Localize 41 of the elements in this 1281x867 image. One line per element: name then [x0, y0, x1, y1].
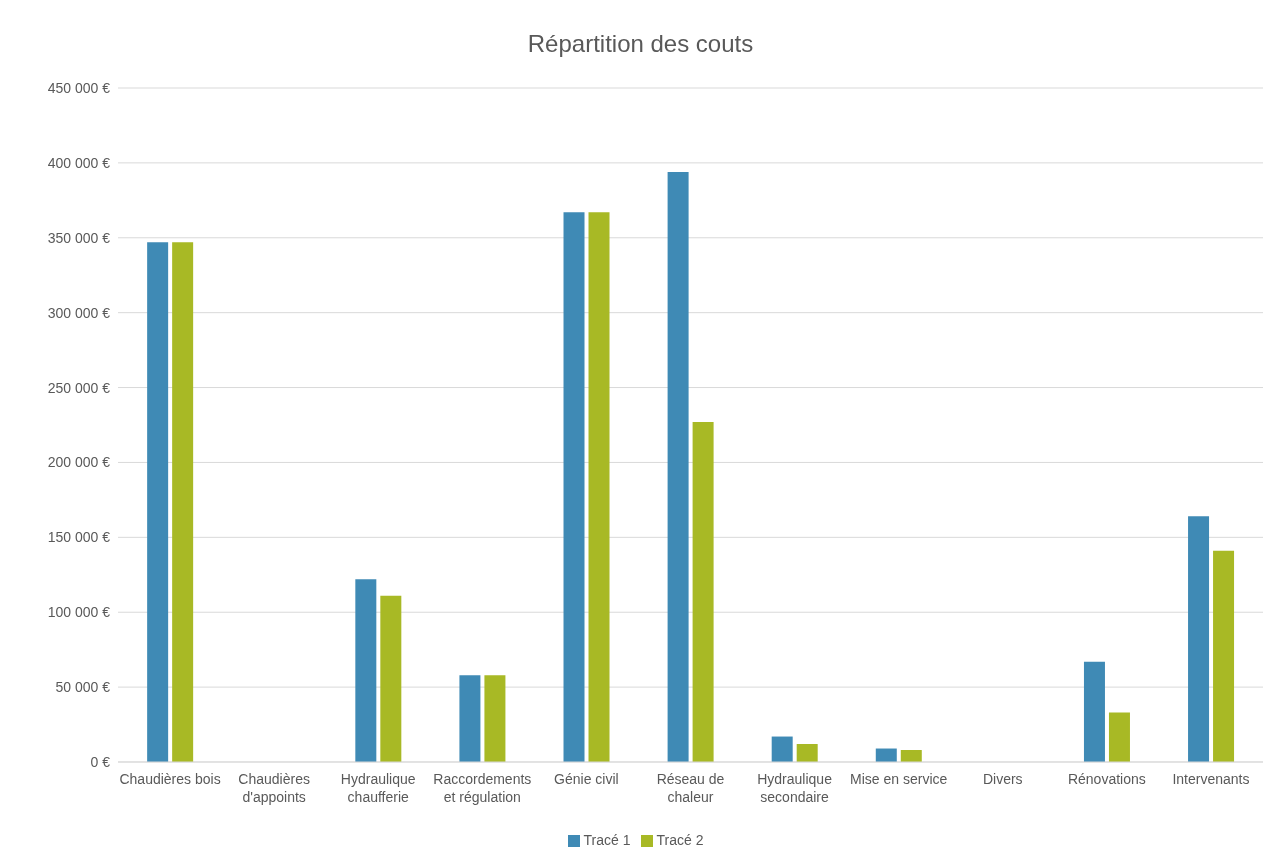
- x-tick-label: Hydraulique secondaire: [757, 771, 833, 805]
- y-tick-label: 250 000 €: [47, 379, 111, 396]
- bar: [459, 675, 481, 762]
- bar: [563, 212, 585, 762]
- bar: [1213, 550, 1235, 762]
- bar: [484, 675, 506, 762]
- x-tick-label: Génie civil: [554, 771, 619, 787]
- x-tick-label: Intervenants: [1172, 771, 1250, 787]
- y-tick-label: 200 000 €: [47, 454, 111, 471]
- x-tick-label: Chaudières bois: [119, 771, 221, 787]
- x-tick-label: Divers: [982, 771, 1023, 787]
- x-tick-label: Rénovations: [1067, 771, 1146, 787]
- y-tick-label: 50 000 €: [55, 679, 111, 696]
- bar: [147, 242, 169, 762]
- bar: [588, 212, 610, 762]
- x-tick-label: Chaudières d'appoints: [238, 771, 310, 805]
- bar: [355, 579, 377, 762]
- bar: [172, 242, 194, 762]
- x-tick-label: Mise en service: [850, 771, 948, 787]
- bar: [1108, 712, 1130, 762]
- y-tick-label: 150 000 €: [47, 529, 111, 546]
- legend-label: Tracé 1: [583, 832, 631, 848]
- y-tick-label: 400 000 €: [47, 154, 111, 171]
- legend-label: Tracé 2: [656, 832, 704, 848]
- bar: [1083, 661, 1105, 762]
- bar: [900, 750, 922, 762]
- x-tick-label: Raccordements et régulation: [433, 771, 532, 805]
- bar: [667, 171, 689, 762]
- y-tick-label: 300 000 €: [47, 304, 111, 321]
- bar: [771, 736, 793, 762]
- y-tick-label: 0 €: [90, 753, 111, 770]
- bar: [692, 422, 714, 762]
- y-tick-label: 450 000 €: [47, 79, 111, 96]
- bar: [796, 744, 818, 762]
- y-tick-label: 100 000 €: [47, 604, 111, 621]
- x-tick-label: Réseau de chaleur: [656, 771, 725, 805]
- y-tick-label: 350 000 €: [47, 229, 111, 246]
- bar: [380, 595, 402, 762]
- bar: [1188, 516, 1210, 762]
- chart-title: Répartition des couts: [526, 29, 755, 59]
- x-tick-label: Hydraulique chaufferie: [340, 771, 416, 805]
